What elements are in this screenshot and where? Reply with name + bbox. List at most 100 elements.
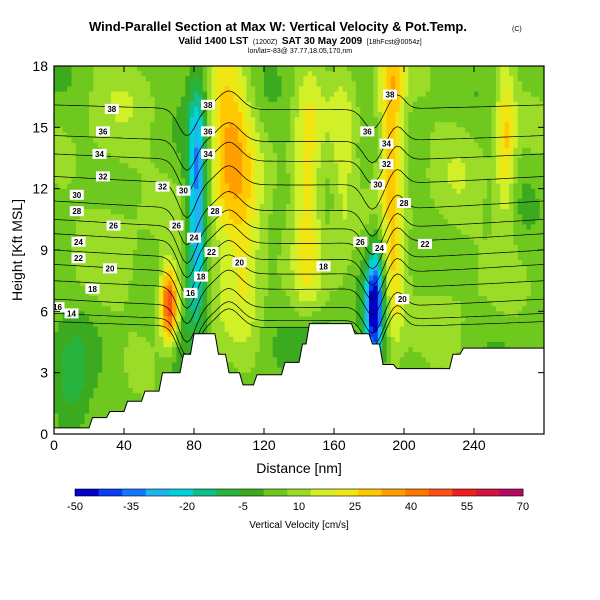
velocity-cell [167, 101, 173, 108]
velocity-cell [145, 234, 151, 241]
velocity-cell [259, 112, 265, 118]
velocity-cell [215, 66, 221, 72]
velocity-cell [176, 158, 182, 164]
velocity-cell [159, 106, 164, 113]
velocity-cell [268, 66, 274, 72]
velocity-cell [246, 347, 252, 353]
velocity-cell [137, 244, 143, 251]
velocity-cell [229, 357, 234, 364]
velocity-cell [316, 71, 322, 77]
velocity-cell [180, 326, 186, 333]
velocity-cell [159, 357, 164, 364]
velocity-cell [347, 163, 353, 169]
velocity-cell [329, 275, 335, 282]
velocity-cell [285, 311, 291, 318]
velocity-cell [80, 76, 86, 82]
velocity-cell [194, 229, 199, 236]
velocity-cell [194, 183, 199, 190]
velocity-cell [325, 183, 331, 190]
velocity-cell [89, 178, 94, 185]
velocity-cell [237, 81, 243, 88]
velocity-cell [163, 296, 169, 302]
velocity-cell [145, 280, 151, 287]
velocity-cell [268, 86, 274, 93]
velocity-cell [150, 71, 156, 77]
velocity-cell [58, 168, 64, 174]
velocity-cell [159, 142, 164, 149]
velocity-cell [106, 137, 112, 144]
velocity-cell [220, 173, 226, 180]
velocity-cell [97, 393, 103, 399]
velocity-cell [145, 193, 151, 200]
velocity-cell [198, 301, 204, 307]
velocity-cell [334, 193, 339, 200]
velocity-cell [259, 326, 265, 333]
velocity-cell [185, 152, 191, 159]
velocity-cell [338, 66, 344, 72]
velocity-cell [246, 188, 252, 195]
velocity-cell [150, 137, 156, 144]
velocity-cell [163, 168, 169, 174]
velocity-cell [246, 372, 252, 379]
velocity-cell [180, 311, 186, 318]
velocity-cell [154, 152, 160, 159]
velocity-cell [277, 219, 283, 226]
velocity-cell [67, 285, 73, 292]
velocity-cell [294, 316, 300, 323]
velocity-cell [97, 66, 103, 72]
velocity-cell [80, 270, 86, 277]
velocity-cell [299, 280, 304, 287]
velocity-cell [145, 142, 151, 149]
velocity-cell [281, 96, 287, 103]
velocity-cell [250, 204, 256, 210]
velocity-cell [316, 285, 322, 292]
velocity-cell [180, 280, 186, 287]
velocity-cell [342, 229, 348, 236]
velocity-cell [334, 250, 339, 256]
velocity-cell [215, 112, 221, 118]
velocity-cell [80, 173, 86, 180]
velocity-cell [299, 122, 304, 128]
velocity-cell [285, 214, 291, 220]
velocity-cell [137, 255, 143, 261]
velocity-cell [334, 265, 339, 272]
velocity-cell [255, 244, 261, 251]
velocity-cell [246, 321, 252, 328]
velocity-cell [224, 336, 230, 343]
velocity-cell [272, 132, 278, 139]
velocity-cell [255, 178, 261, 185]
velocity-cell [264, 76, 269, 82]
velocity-cell [250, 71, 256, 77]
velocity-cell [67, 270, 73, 277]
velocity-cell [84, 382, 90, 389]
velocity-cell [167, 316, 173, 323]
velocity-cell [137, 285, 143, 292]
velocity-cell [80, 137, 86, 144]
velocity-cell [250, 183, 256, 190]
velocity-cell [67, 275, 73, 282]
velocity-cell [119, 280, 125, 287]
velocity-cell [71, 101, 77, 108]
velocity-cell [215, 280, 221, 287]
velocity-cell [67, 147, 73, 154]
velocity-cell [233, 163, 239, 169]
velocity-cell [211, 321, 217, 328]
velocity-cell [351, 137, 357, 144]
velocity-cell [93, 86, 99, 93]
velocity-cell [290, 173, 296, 180]
velocity-cell [180, 112, 186, 118]
velocity-cell [211, 163, 217, 169]
velocity-cell [202, 86, 208, 93]
velocity-cell [132, 270, 138, 277]
velocity-cell [325, 66, 331, 72]
velocity-cell [229, 290, 234, 297]
velocity-cell [176, 152, 182, 159]
velocity-cell [128, 326, 134, 333]
velocity-cell [102, 158, 108, 164]
velocity-cell [294, 158, 300, 164]
velocity-cell [307, 250, 313, 256]
velocity-cell [84, 198, 90, 205]
velocity-cell [167, 81, 173, 88]
velocity-cell [229, 132, 234, 139]
velocity-cell [58, 347, 64, 353]
